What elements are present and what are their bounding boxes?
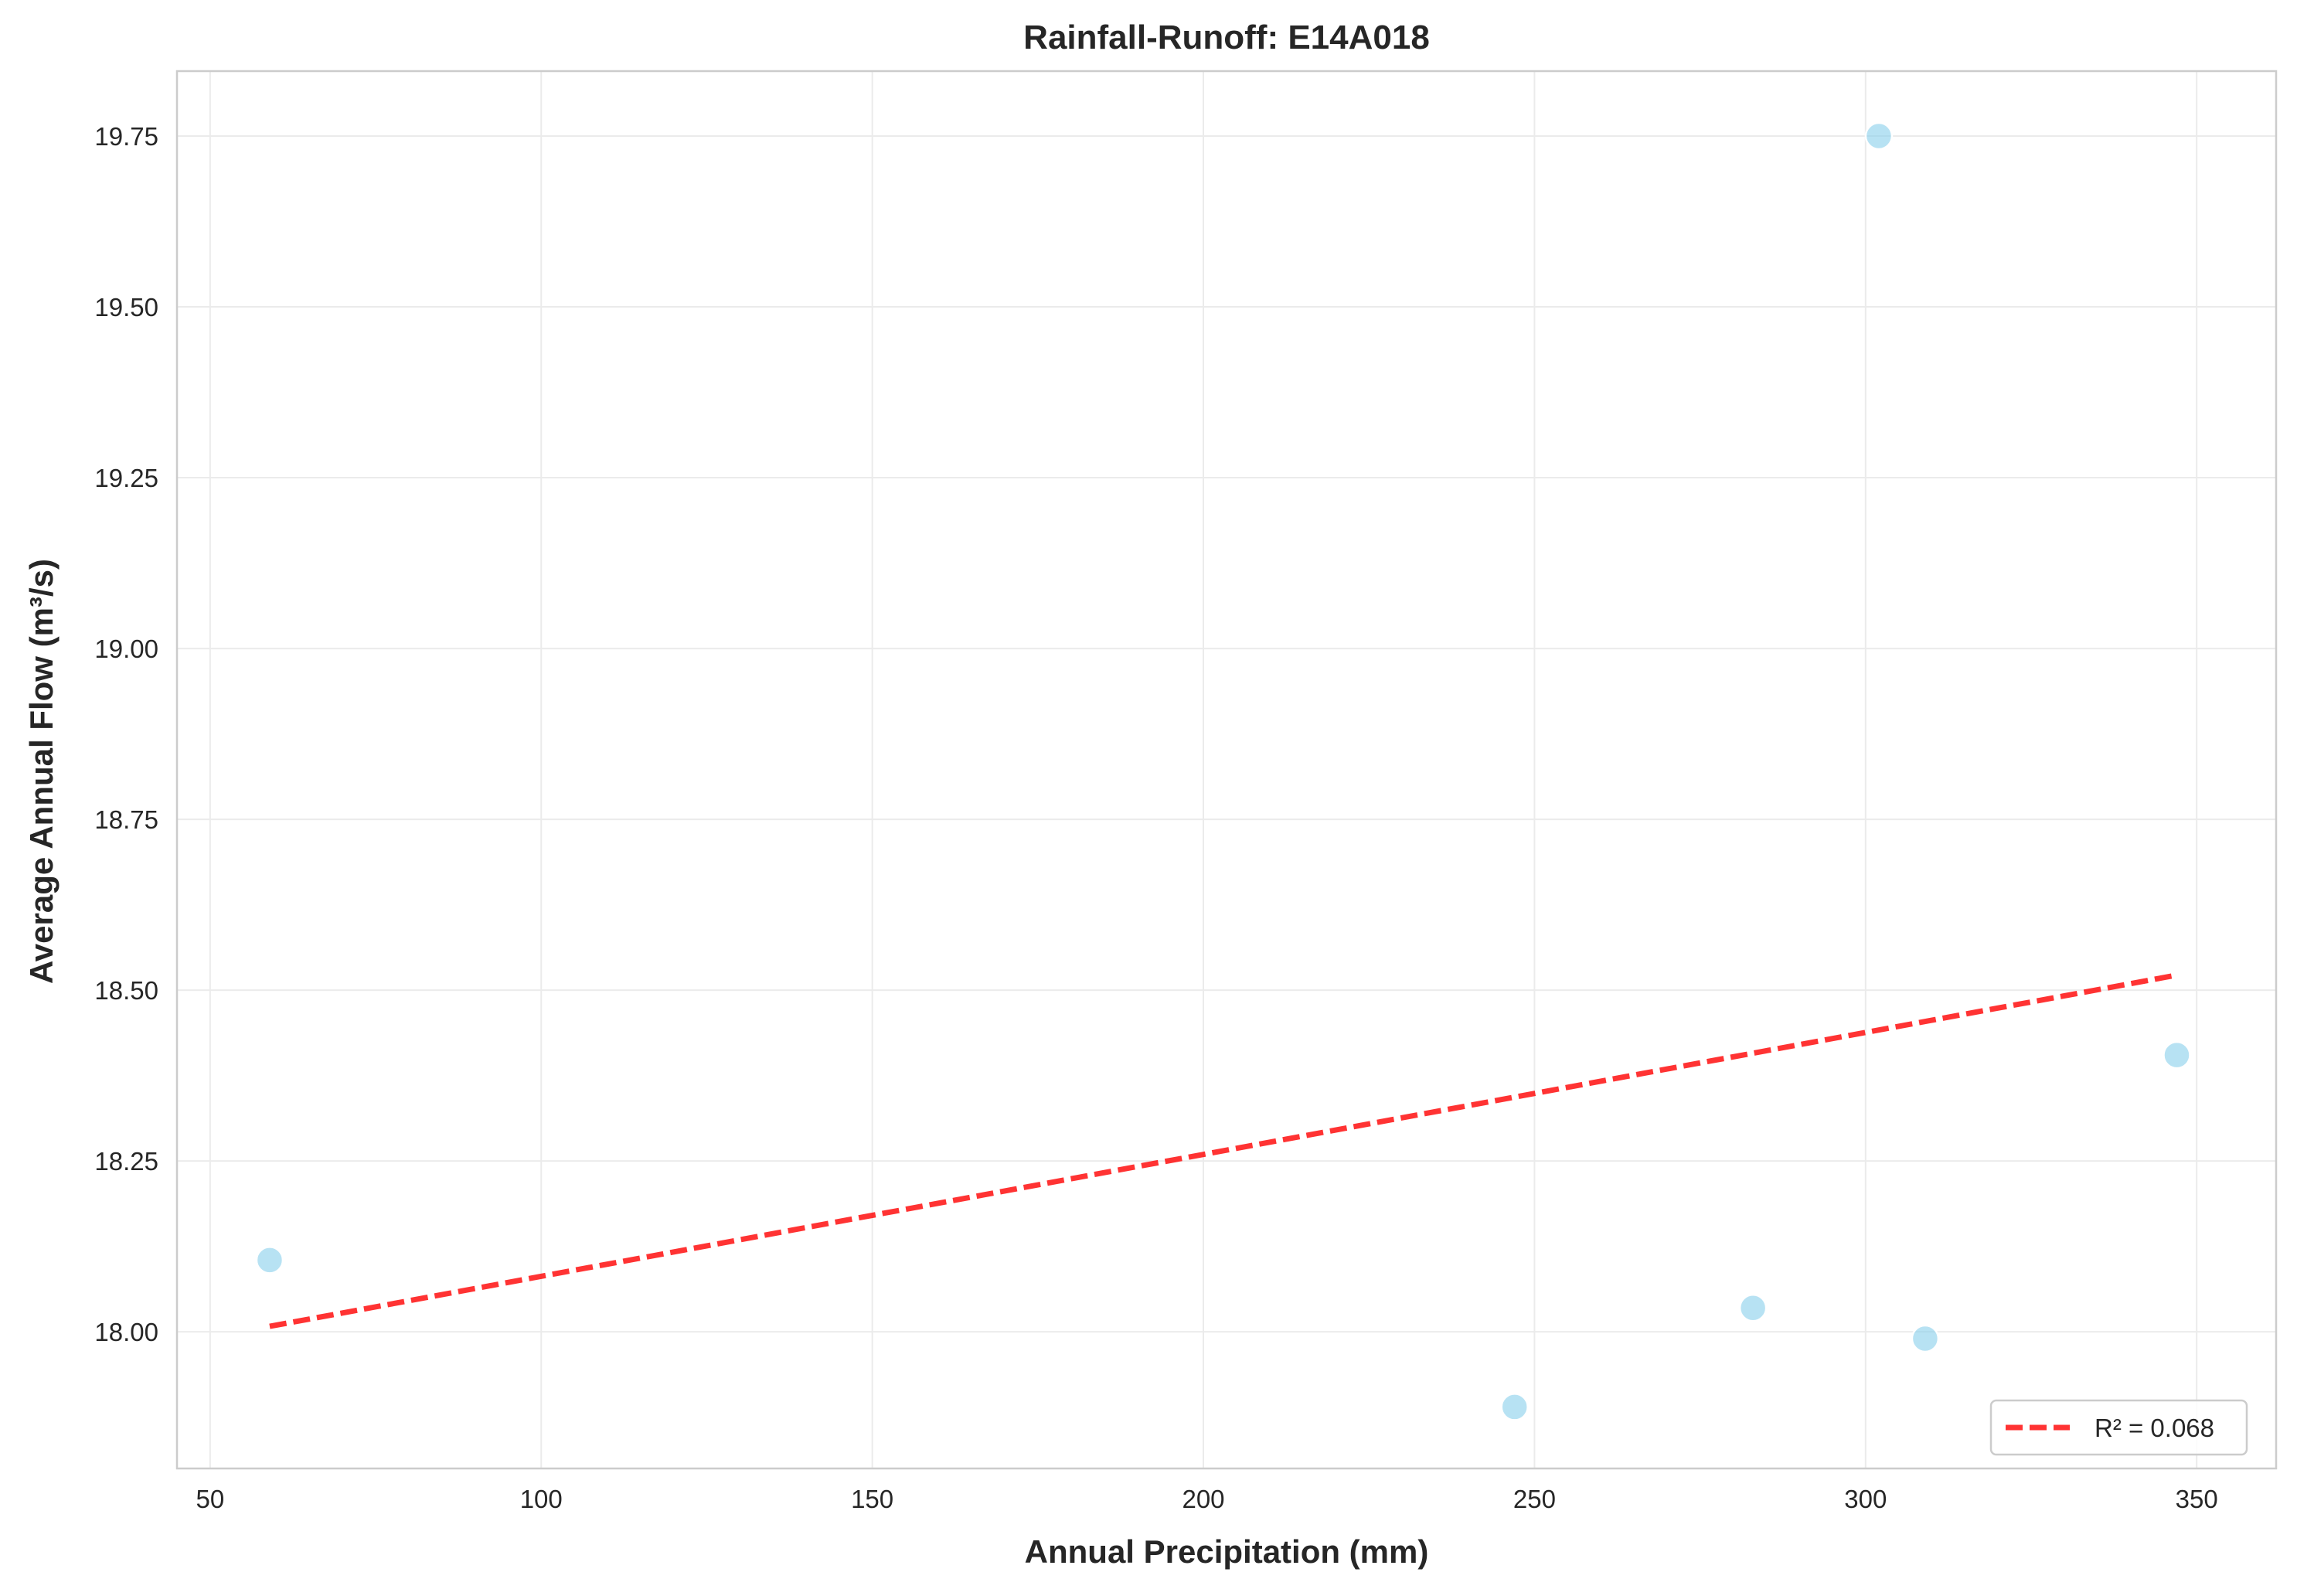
scatter-point bbox=[255, 1246, 284, 1274]
x-tick-label: 150 bbox=[851, 1485, 893, 1513]
y-tick-label: 19.00 bbox=[94, 635, 158, 663]
trendline bbox=[269, 972, 2178, 1329]
scatter-point bbox=[1738, 1293, 1768, 1322]
y-gridlines bbox=[177, 134, 2276, 1333]
x-tick-label: 100 bbox=[520, 1485, 563, 1513]
y-tick-labels: 18.00 18.25 18.50 18.75 19.00 19.25 19.50 19.75 bbox=[94, 122, 158, 1346]
legend: R² = 0.068 bbox=[1989, 1399, 2248, 1456]
scatter-point bbox=[1911, 1324, 1940, 1353]
x-tick-label: 200 bbox=[1182, 1485, 1224, 1513]
plot-frame bbox=[175, 70, 2278, 1470]
x-tick-labels: 50 100 150 200 250 300 350 bbox=[196, 1485, 2217, 1513]
x-axis-label: Annual Precipitation (mm) bbox=[1025, 1533, 1429, 1570]
x-gridlines bbox=[209, 71, 2198, 1468]
x-tick-label: 50 bbox=[196, 1485, 224, 1513]
y-tick-label: 18.25 bbox=[94, 1147, 158, 1176]
y-tick-label: 18.50 bbox=[94, 976, 158, 1005]
y-axis-label: Average Annual Flow (m³/s) bbox=[23, 559, 60, 984]
chart-title: Rainfall-Runoff: E14A018 bbox=[1023, 19, 1430, 56]
y-tick-label: 18.75 bbox=[94, 805, 158, 834]
scatter-points-layer bbox=[255, 121, 2191, 1421]
scatter-point bbox=[1500, 1393, 1529, 1421]
y-tick-label: 19.75 bbox=[94, 122, 158, 151]
scatter-point bbox=[2163, 1040, 2191, 1070]
y-tick-label: 18.00 bbox=[94, 1318, 158, 1346]
scatter-point bbox=[1864, 121, 1894, 151]
y-tick-label: 19.50 bbox=[94, 293, 158, 322]
legend-frame bbox=[1989, 1399, 2248, 1456]
x-tick-label: 250 bbox=[1513, 1485, 1556, 1513]
y-tick-label: 19.25 bbox=[94, 464, 158, 492]
x-tick-label: 300 bbox=[1844, 1485, 1887, 1513]
x-tick-label: 350 bbox=[2176, 1485, 2218, 1513]
trendline-layer bbox=[269, 972, 2178, 1329]
legend-entry-trendline: R² = 0.068 bbox=[2095, 1414, 2214, 1442]
